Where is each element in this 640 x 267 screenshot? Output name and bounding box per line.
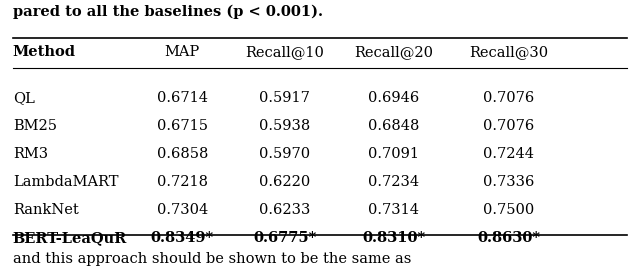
- Text: RankNet: RankNet: [13, 203, 79, 217]
- Text: pared to all the baselines (p < 0.001).: pared to all the baselines (p < 0.001).: [13, 5, 323, 19]
- Text: 0.7234: 0.7234: [368, 175, 419, 189]
- Text: 0.6946: 0.6946: [368, 91, 419, 105]
- Text: Method: Method: [13, 45, 76, 59]
- Text: MAP: MAP: [164, 45, 200, 59]
- Text: Recall@20: Recall@20: [354, 45, 433, 59]
- Text: 0.7091: 0.7091: [368, 147, 419, 161]
- Text: LambdaMART: LambdaMART: [13, 175, 118, 189]
- Text: 0.7314: 0.7314: [368, 203, 419, 217]
- Text: 0.6714: 0.6714: [157, 91, 208, 105]
- Text: BM25: BM25: [13, 119, 57, 133]
- Text: 0.5970: 0.5970: [259, 147, 310, 161]
- Text: 0.7336: 0.7336: [483, 175, 534, 189]
- Text: 0.5938: 0.5938: [259, 119, 310, 133]
- Text: 0.6775*: 0.6775*: [253, 231, 316, 245]
- Text: BERT-LeaQuR: BERT-LeaQuR: [13, 231, 127, 245]
- Text: 0.7218: 0.7218: [157, 175, 208, 189]
- Text: 0.7076: 0.7076: [483, 119, 534, 133]
- Text: 0.6715: 0.6715: [157, 119, 208, 133]
- Text: 0.8349*: 0.8349*: [151, 231, 214, 245]
- Text: 0.6858: 0.6858: [157, 147, 208, 161]
- Text: 0.8630*: 0.8630*: [477, 231, 540, 245]
- Text: Recall@10: Recall@10: [245, 45, 324, 59]
- Text: 0.7076: 0.7076: [483, 91, 534, 105]
- Text: 0.7500: 0.7500: [483, 203, 534, 217]
- Text: 0.8310*: 0.8310*: [362, 231, 425, 245]
- Text: RM3: RM3: [13, 147, 48, 161]
- Text: QL: QL: [13, 91, 35, 105]
- Text: Recall@30: Recall@30: [469, 45, 548, 59]
- Text: 0.5917: 0.5917: [259, 91, 310, 105]
- Text: 0.6220: 0.6220: [259, 175, 310, 189]
- Text: 0.6233: 0.6233: [259, 203, 310, 217]
- Text: and this approach should be shown to be the same as: and this approach should be shown to be …: [13, 252, 411, 266]
- Text: 0.7304: 0.7304: [157, 203, 208, 217]
- Text: 0.7244: 0.7244: [483, 147, 534, 161]
- Text: 0.6848: 0.6848: [368, 119, 419, 133]
